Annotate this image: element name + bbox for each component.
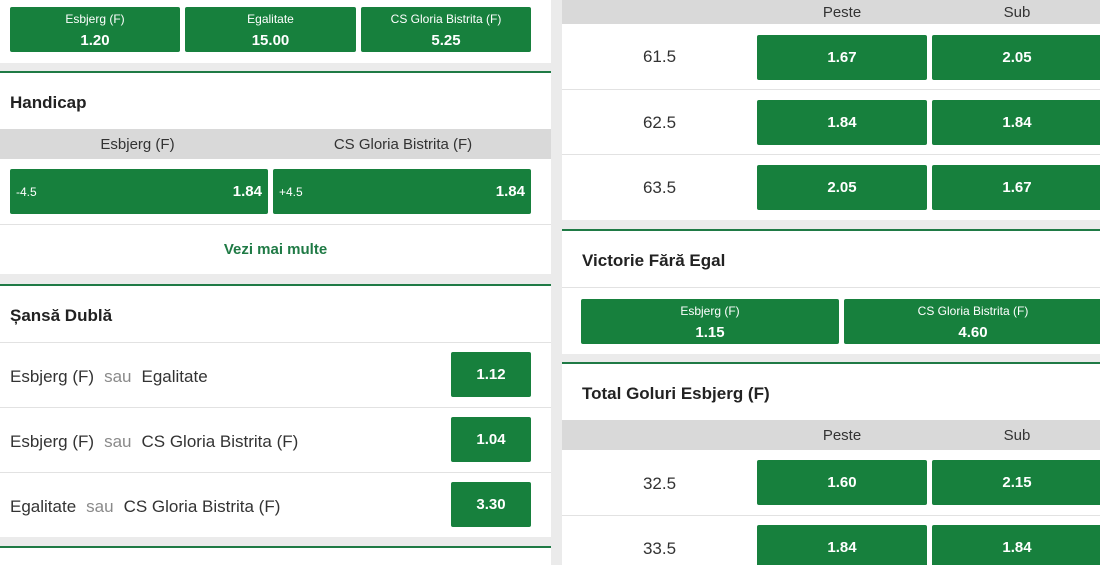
- odd-value: 1.84: [232, 183, 262, 200]
- odd-value: 1.67: [827, 49, 857, 66]
- under-button[interactable]: 1.84: [932, 100, 1100, 145]
- handicap-line: +4.5: [279, 184, 303, 199]
- divider: [0, 472, 551, 473]
- odd-button-home[interactable]: Esbjerg (F) 1.20: [10, 7, 180, 52]
- handicap-header: Esbjerg (F) CS Gloria Bistrita (F): [0, 129, 551, 159]
- header-home: Esbjerg (F): [100, 135, 175, 153]
- odd-value: 2.05: [827, 179, 857, 196]
- double-chance-button[interactable]: 1.12: [451, 352, 531, 397]
- over-button[interactable]: 1.84: [757, 525, 927, 565]
- odd-button-draw[interactable]: Egalitate 15.00: [185, 7, 356, 52]
- over-button[interactable]: 1.84: [757, 100, 927, 145]
- odd-value: 1.84: [1002, 539, 1032, 556]
- odd-value: 1.84: [827, 114, 857, 131]
- over-button[interactable]: 1.60: [757, 460, 927, 505]
- goal-line: 62.5: [642, 113, 677, 132]
- header-away: CS Gloria Bistrita (F): [333, 135, 473, 153]
- see-more-link[interactable]: Vezi mai multe: [223, 241, 328, 258]
- double-chance-label: Esbjerg (F) sau CS Gloria Bistrita (F): [10, 432, 298, 452]
- sau-text: sau: [104, 432, 132, 451]
- odd-value: 1.04: [476, 431, 506, 448]
- odd-value: 1.20: [80, 32, 110, 49]
- team-b: CS Gloria Bistrita (F): [123, 497, 281, 516]
- header-over: Peste: [822, 426, 862, 444]
- odd-name: Egalitate: [247, 12, 294, 26]
- odd-value: 1.84: [1002, 114, 1032, 131]
- header-over: Peste: [822, 3, 862, 21]
- team-b: Egalitate: [141, 367, 208, 386]
- team-goals-panel: Total Goluri Esbjerg (F) Peste Sub 32.5 …: [562, 362, 1100, 565]
- sau-text: sau: [104, 367, 132, 386]
- odd-value: 1.67: [1002, 179, 1032, 196]
- odd-button-home[interactable]: Esbjerg (F) 1.15: [581, 299, 839, 344]
- odd-value: 1.84: [495, 183, 525, 200]
- divider: [0, 224, 551, 225]
- goal-line: 61.5: [642, 47, 677, 66]
- under-button[interactable]: 2.05: [932, 35, 1100, 80]
- over-button[interactable]: 1.67: [757, 35, 927, 80]
- header-under: Sub: [1003, 3, 1031, 21]
- double-chance-button[interactable]: 1.04: [451, 417, 531, 462]
- sau-text: sau: [86, 497, 114, 516]
- under-button[interactable]: 1.67: [932, 165, 1100, 210]
- under-button[interactable]: 2.15: [932, 460, 1100, 505]
- total-goals-panel: Peste Sub 61.5 1.67 2.05 62.5 1.84 1.84 …: [562, 0, 1100, 220]
- odd-value: 2.15: [1002, 474, 1032, 491]
- header-under: Sub: [1003, 426, 1031, 444]
- team-b: CS Gloria Bistrita (F): [141, 432, 299, 451]
- odd-name: CS Gloria Bistrita (F): [917, 304, 1029, 318]
- odd-value: 4.60: [958, 324, 988, 341]
- team-a: Esbjerg (F): [10, 432, 95, 451]
- odd-value: 15.00: [251, 32, 290, 49]
- divider: [562, 154, 1100, 155]
- double-chance-panel: Șansă Dublă Esbjerg (F) sau Egalitate 1.12…: [0, 284, 551, 537]
- divider: [562, 89, 1100, 90]
- draw-no-bet-panel: Victorie Fără Egal Esbjerg (F) 1.15 CS G…: [562, 229, 1100, 354]
- right-column: Peste Sub 61.5 1.67 2.05 62.5 1.84 1.84 …: [562, 0, 1100, 565]
- handicap-line: -4.5: [16, 184, 37, 199]
- section-title: Handicap: [10, 93, 87, 112]
- odd-name: CS Gloria Bistrita (F): [390, 12, 502, 26]
- team-a: Egalitate: [10, 497, 77, 516]
- odd-value: 1.15: [695, 324, 725, 341]
- odd-value: 1.84: [827, 539, 857, 556]
- over-under-header: Peste Sub: [562, 0, 1100, 24]
- odd-name: Esbjerg (F): [65, 12, 125, 26]
- handicap-button-away[interactable]: +4.5 1.84: [273, 169, 531, 214]
- section-title: Victorie Fără Egal: [582, 251, 726, 270]
- double-chance-label: Esbjerg (F) sau Egalitate: [10, 367, 208, 387]
- goal-line: 33.5: [642, 539, 677, 558]
- odd-button-away[interactable]: CS Gloria Bistrita (F) 5.25: [361, 7, 531, 52]
- odd-value: 3.30: [476, 496, 506, 513]
- odd-value: 1.60: [827, 474, 857, 491]
- odd-name: Esbjerg (F): [680, 304, 740, 318]
- team-a: Esbjerg (F): [10, 367, 95, 386]
- over-under-header: Peste Sub: [562, 420, 1100, 450]
- odd-button-away[interactable]: CS Gloria Bistrita (F) 4.60: [844, 299, 1100, 344]
- goal-line: 63.5: [642, 178, 677, 197]
- section-title: Șansă Dublă: [10, 306, 113, 325]
- odd-value: 5.25: [431, 32, 461, 49]
- double-chance-label: Egalitate sau CS Gloria Bistrita (F): [10, 497, 280, 517]
- odd-value: 1.12: [476, 366, 506, 383]
- divider: [0, 407, 551, 408]
- goal-line: 32.5: [642, 474, 677, 493]
- divider: [562, 515, 1100, 516]
- divider: [0, 342, 551, 343]
- next-panel: [0, 546, 551, 565]
- handicap-button-home[interactable]: -4.5 1.84: [10, 169, 268, 214]
- final-result-panel: Esbjerg (F) 1.20 Egalitate 15.00 CS Glor…: [0, 0, 551, 63]
- divider: [562, 287, 1100, 288]
- over-button[interactable]: 2.05: [757, 165, 927, 210]
- under-button[interactable]: 1.84: [932, 525, 1100, 565]
- double-chance-button[interactable]: 3.30: [451, 482, 531, 527]
- left-column: Esbjerg (F) 1.20 Egalitate 15.00 CS Glor…: [0, 0, 551, 565]
- handicap-panel: Handicap Esbjerg (F) CS Gloria Bistrita …: [0, 71, 551, 274]
- odd-value: 2.05: [1002, 49, 1032, 66]
- section-title: Total Goluri Esbjerg (F): [582, 384, 770, 403]
